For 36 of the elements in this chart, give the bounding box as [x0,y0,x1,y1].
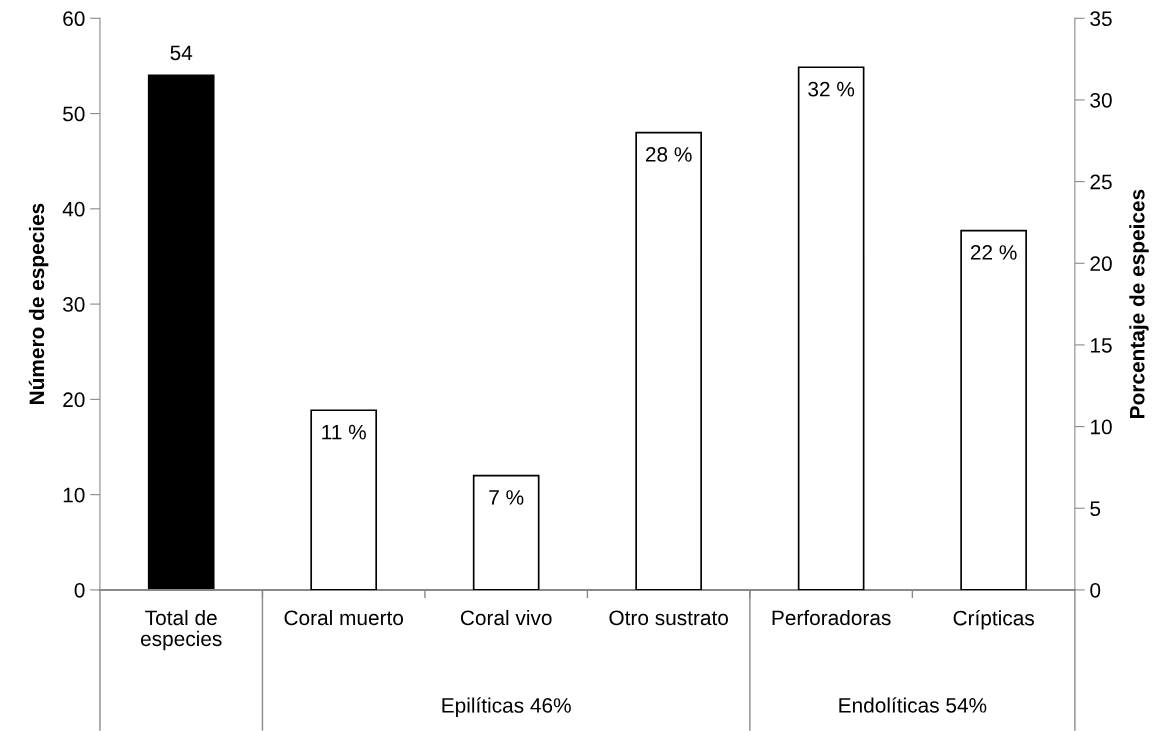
data-label: 22 % [970,245,1017,260]
bar [960,229,1027,590]
bar [310,409,378,590]
y2-tick-label: 0 [1090,582,1101,598]
text: Epilíticas 46% [442,697,571,717]
y2-tick-label: 10 [1091,419,1112,435]
y2-tick-label: 15 [1091,338,1112,353]
x-tick-label: Coral vivo [460,609,552,626]
y-tick-label: 10 [63,487,85,503]
x-tick-label: Total de especies [140,609,222,651]
y2-tick-label: 35 [1090,11,1112,27]
y-tick-label: 30 [63,297,85,312]
y-tick-label: 20 [63,392,85,408]
bar [797,66,865,590]
data-label: 32 % [808,81,855,97]
x-tick-label: Crípticas [953,609,1034,630]
y2-tick-label: 5 [1090,501,1101,517]
y2-tick-label: 30 [1090,92,1112,108]
bar [472,474,540,590]
y2-tick-label: 20 [1090,256,1112,272]
y2-axis-title: Porcentaje de espeices [1129,189,1149,418]
y-axis-title: Número de especies [28,203,49,405]
y-tick-label: 60 [63,11,85,27]
y2-tick-label: 25 [1090,174,1112,190]
x-tick-label: Otro sustrato [609,610,728,626]
x-tick-label: Coral muerto [284,609,404,626]
y-tick-label: 40 [62,201,85,217]
y-tick-label: 50 [63,106,85,122]
data-label: 7 % [489,490,524,505]
data-label: 28 % [645,147,692,162]
text: Endolíticas 54% [839,697,987,713]
data-label: 11 % [322,424,366,440]
bar [635,131,702,590]
y-tick-label: 0 [74,582,85,598]
data-label: 54 [170,45,193,61]
x-tick-label: Perforadoras [772,609,891,626]
